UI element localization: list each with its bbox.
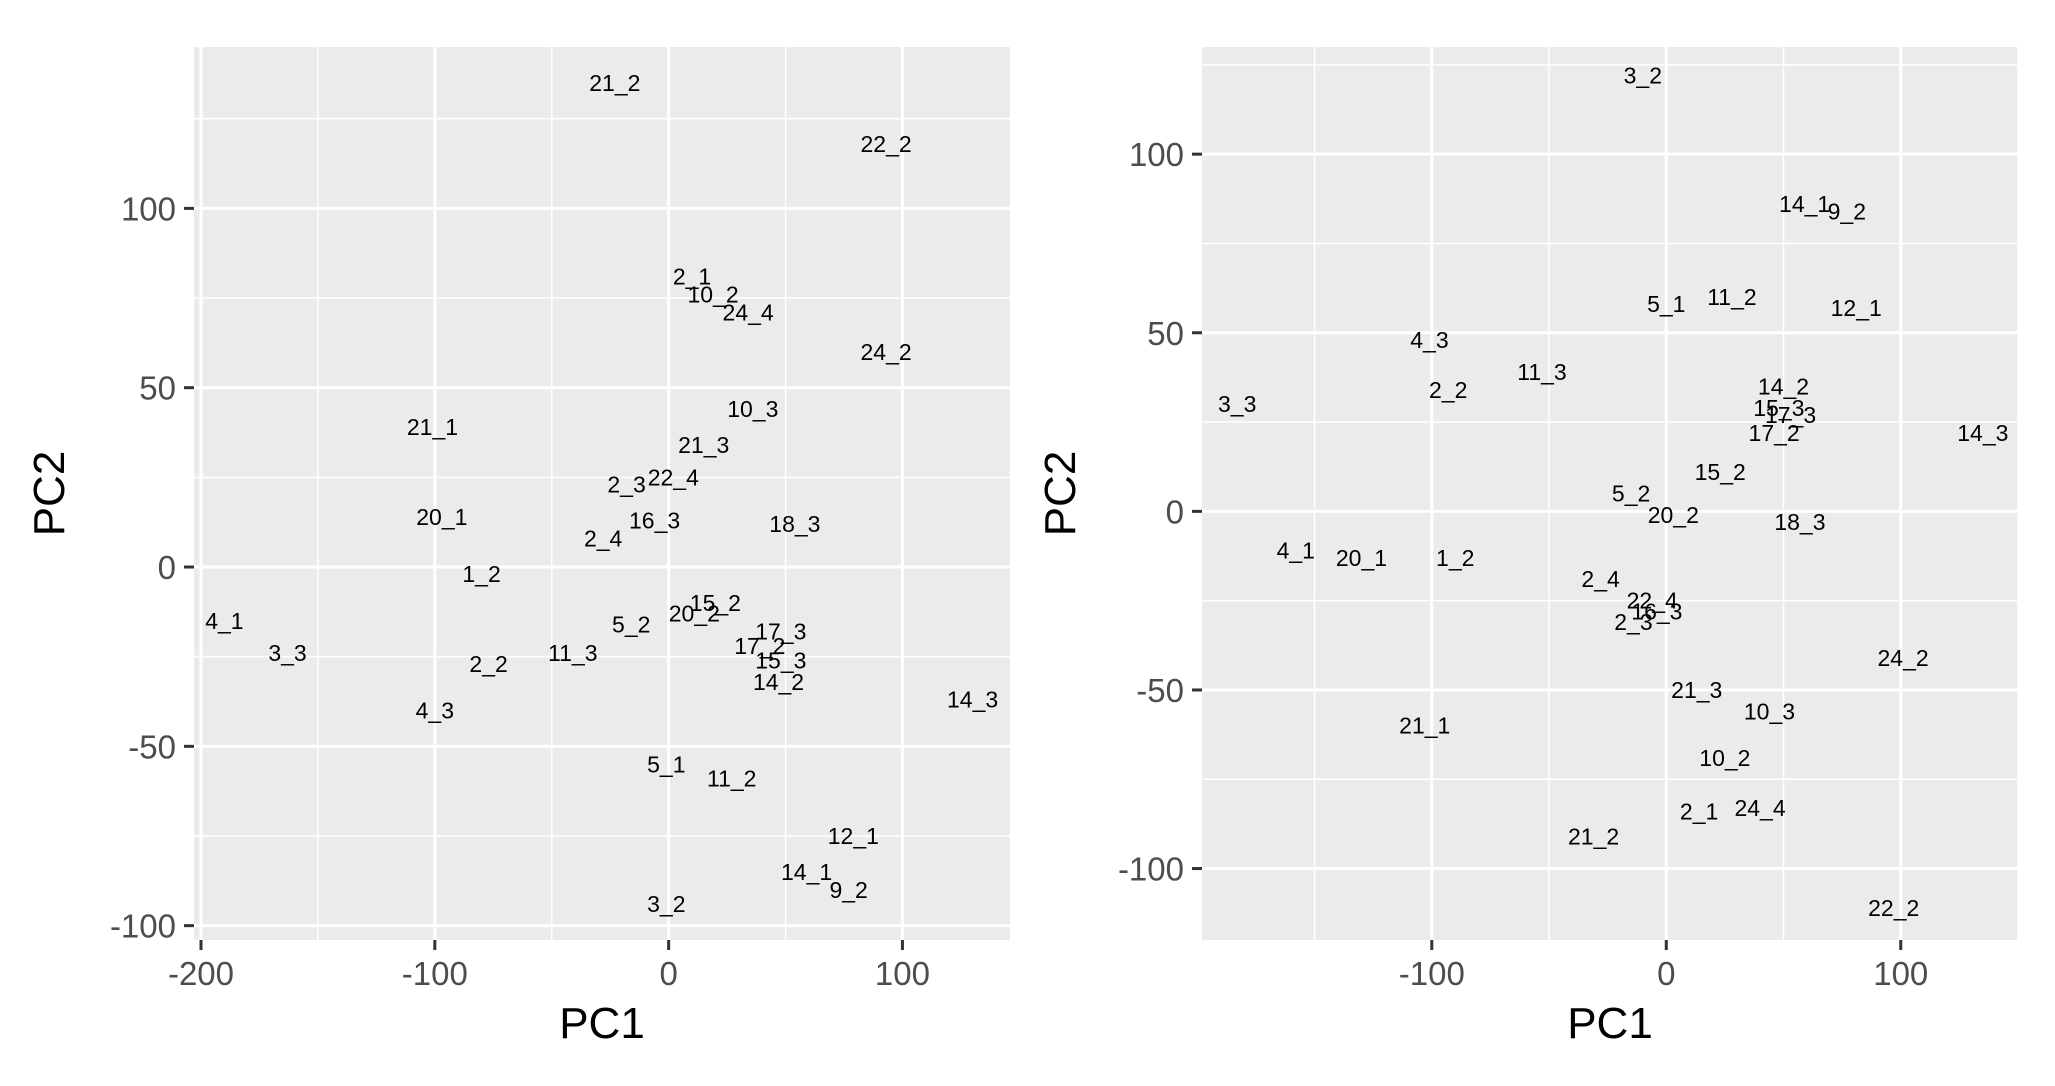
left-pca-panel: -200 -100 0 100 -100 -50 0 50 100 PC1 PC2 21_2 22_2 2… [25,47,1010,1048]
point-label: 12_1 [1831,295,1882,321]
point-label: 15_3 [755,647,806,673]
y-tick-label: 50 [1147,315,1184,352]
point-label: 21_3 [1671,677,1722,703]
point-label: 4_3 [416,697,454,723]
point-label: 2_2 [469,651,507,677]
point-label: 14_1 [1779,191,1830,217]
right-pca-panel: -100 0 100 -100 -50 0 50 100 PC1 PC2 3_2 14_19_2 5_1… [1036,47,2019,1048]
x-tick-label: 100 [875,955,930,992]
point-label: 9_2 [829,877,867,903]
point-label: 17_2 [734,633,785,659]
point-label: 14_3 [1957,420,2008,446]
point-label: 3_3 [1218,391,1256,417]
point-label: 21_1 [407,414,458,440]
point-label: 2_3 [1614,609,1652,635]
x-tick-label: -100 [402,955,468,992]
point-label: 24_2 [860,339,911,365]
point-label: 10_2 [687,281,738,307]
point-label: 22_4 [1627,588,1678,614]
point-label: 22_4 [648,464,699,490]
point-label: 1_2 [462,561,500,587]
point-label: 20_1 [1336,545,1387,571]
y-tick-label: 0 [1166,493,1184,530]
x-tick-label: -100 [1399,955,1465,992]
y-tick-label: 100 [121,190,176,227]
point-label: 22_2 [860,131,911,157]
y-axis-title: PC2 [1036,451,1085,537]
point-label: 10_3 [727,396,778,422]
y-tick-label: 0 [158,549,176,586]
y-tick-label: -100 [1118,851,1184,888]
point-label: 11_3 [548,640,597,666]
point-label: 2_1 [673,264,711,290]
y-tick-label: 100 [1129,136,1184,173]
y-axis-title: PC2 [25,451,74,537]
plot-panel [194,47,1010,940]
y-tick-label: -50 [1136,672,1184,709]
point-label: 15_2 [1695,459,1746,485]
plot-panel [1202,47,2018,940]
point-label: 5_2 [1612,481,1650,507]
point-label: 21_1 [1399,713,1450,739]
point-label: 11_2 [707,766,756,792]
point-label: 24_2 [1878,645,1929,671]
point-label: 2_2 [1429,377,1467,403]
point-label: 10_2 [1699,745,1750,771]
point-label: 17_3 [755,619,806,645]
x-axis-title: PC1 [559,999,645,1048]
point-label: 20_1 [416,504,467,530]
point-label: 20_2 [669,601,720,627]
point-label: 16_3 [1631,598,1682,624]
y-tick-label: 50 [139,370,176,407]
point-label: 11_2 [1707,284,1756,310]
point-label: 5_1 [647,751,685,777]
point-label: 24_4 [1734,795,1785,821]
point-label: 4_1 [1277,538,1315,564]
point-label: 14_2 [1758,373,1809,399]
point-label: 22_2 [1868,895,1919,921]
point-label: 1_2 [1436,545,1474,571]
point-label: 3_2 [647,891,685,917]
point-label: 14_1 [781,859,832,885]
x-tick-label: -200 [168,955,234,992]
point-label: 2_1 [1680,798,1718,824]
point-label: 2_3 [607,472,645,498]
point-label: 18_3 [1774,509,1825,535]
point-label: 15_2 [690,590,741,616]
point-label: 21_2 [1568,823,1619,849]
point-label: 4_3 [1410,327,1448,353]
point-label: 5_2 [612,611,650,637]
point-label: 20_2 [1648,502,1699,528]
point-label: 3_3 [268,640,306,666]
point-label: 17_2 [1749,420,1800,446]
x-tick-label: 0 [659,955,677,992]
point-label: 12_1 [828,823,879,849]
point-label: 2_4 [584,525,623,551]
point-label: 5_1 [1647,291,1685,317]
point-label: 17_3 [1765,402,1816,428]
y-tick-label: -100 [110,908,176,945]
y-tick-label: -50 [128,728,176,765]
point-label: 11_3 [1517,359,1566,385]
point-label: 10_3 [1744,698,1795,724]
point-label: 9_2 [1828,198,1866,224]
point-label: 21_2 [589,70,640,96]
x-axis-title: PC1 [1567,999,1653,1048]
point-label: 14_3 [947,687,998,713]
point-label: 15_3 [1753,395,1804,421]
point-label: 14_2 [753,669,804,695]
point-label: 21_3 [678,432,729,458]
point-label: 4_1 [205,608,243,634]
point-label: 18_3 [769,511,820,537]
point-label: 2_4 [1581,566,1620,592]
point-label: 24_4 [723,299,774,325]
point-label: 16_3 [629,507,680,533]
x-tick-label: 0 [1657,955,1675,992]
point-label: 3_2 [1624,63,1662,89]
x-tick-label: 100 [1873,955,1928,992]
